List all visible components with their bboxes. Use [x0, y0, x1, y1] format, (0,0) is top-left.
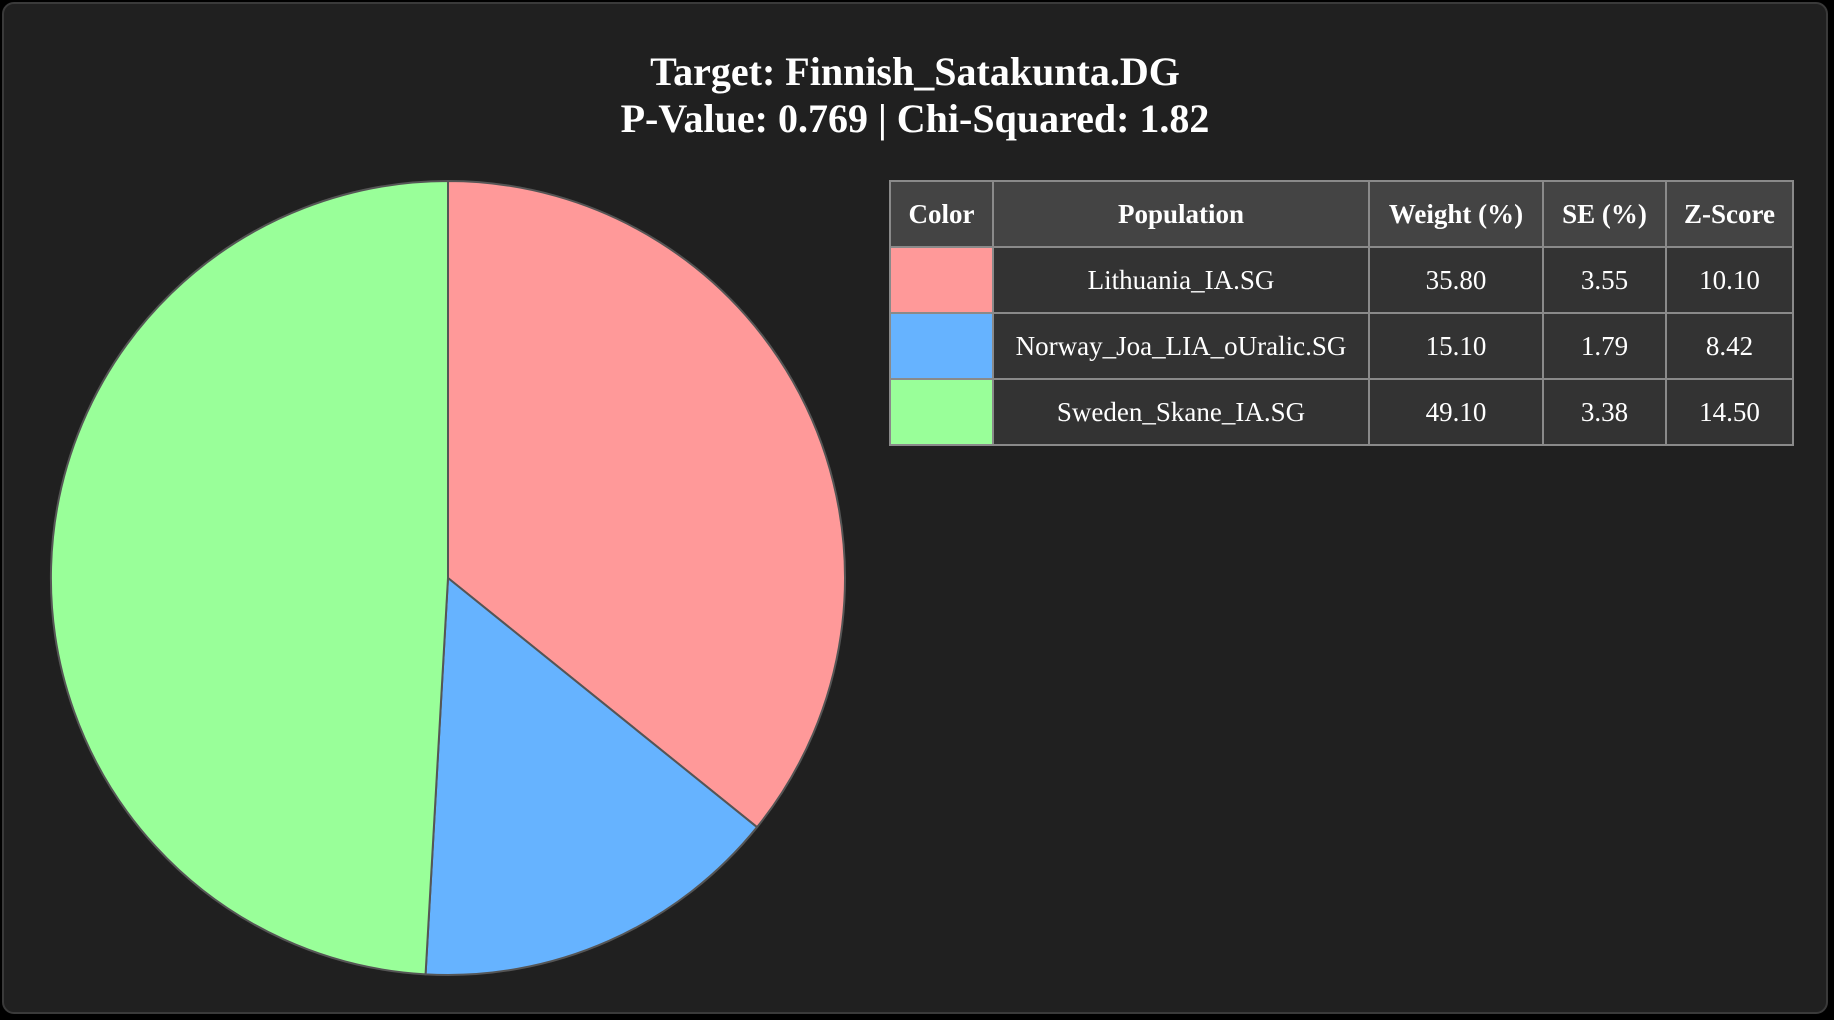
pie-slice-lithuania [447, 179, 846, 829]
se-cell: 1.79 [1544, 314, 1665, 378]
z-score-cell: 14.50 [1667, 380, 1792, 444]
table-row: Lithuania_IA.SG 35.80 3.55 10.10 [891, 248, 1792, 312]
population-cell: Lithuania_IA.SG [994, 248, 1368, 312]
results-table: Color Population Weight (%) SE (%) Z-Sco… [889, 180, 1794, 446]
results-table-wrapper: Color Population Weight (%) SE (%) Z-Sco… [889, 180, 1794, 446]
table-row: Norway_Joa_LIA_oUralic.SG 15.10 1.79 8.4… [891, 314, 1792, 378]
chart-subtitle: P-Value: 0.769 | Chi-Squared: 1.82 [620, 96, 1210, 141]
population-cell: Norway_Joa_LIA_oUralic.SG [994, 314, 1368, 378]
header-se: SE (%) [1544, 182, 1665, 246]
pie-slice-sweden [49, 179, 449, 976]
pie-slice-norway [424, 575, 759, 976]
header-color: Color [891, 182, 992, 246]
pie-chart [48, 178, 848, 978]
color-swatch [891, 380, 992, 444]
z-score-cell: 10.10 [1667, 248, 1792, 312]
pie-chart-svg [49, 179, 846, 976]
se-cell: 3.55 [1544, 248, 1665, 312]
chart-title: Target: Finnish_Satakunta.DG [650, 49, 1180, 94]
weight-cell: 49.10 [1370, 380, 1542, 444]
weight-cell: 15.10 [1370, 314, 1542, 378]
chart-title-block: Target: Finnish_Satakunta.DG P-Value: 0.… [4, 48, 1826, 142]
table-header-row: Color Population Weight (%) SE (%) Z-Sco… [891, 182, 1792, 246]
table-row: Sweden_Skane_IA.SG 49.10 3.38 14.50 [891, 380, 1792, 444]
se-cell: 3.38 [1544, 380, 1665, 444]
population-cell: Sweden_Skane_IA.SG [994, 380, 1368, 444]
weight-cell: 35.80 [1370, 248, 1542, 312]
header-population: Population [994, 182, 1368, 246]
color-swatch [891, 314, 992, 378]
header-z-score: Z-Score [1667, 182, 1792, 246]
header-weight: Weight (%) [1370, 182, 1542, 246]
color-swatch [891, 248, 992, 312]
z-score-cell: 8.42 [1667, 314, 1792, 378]
